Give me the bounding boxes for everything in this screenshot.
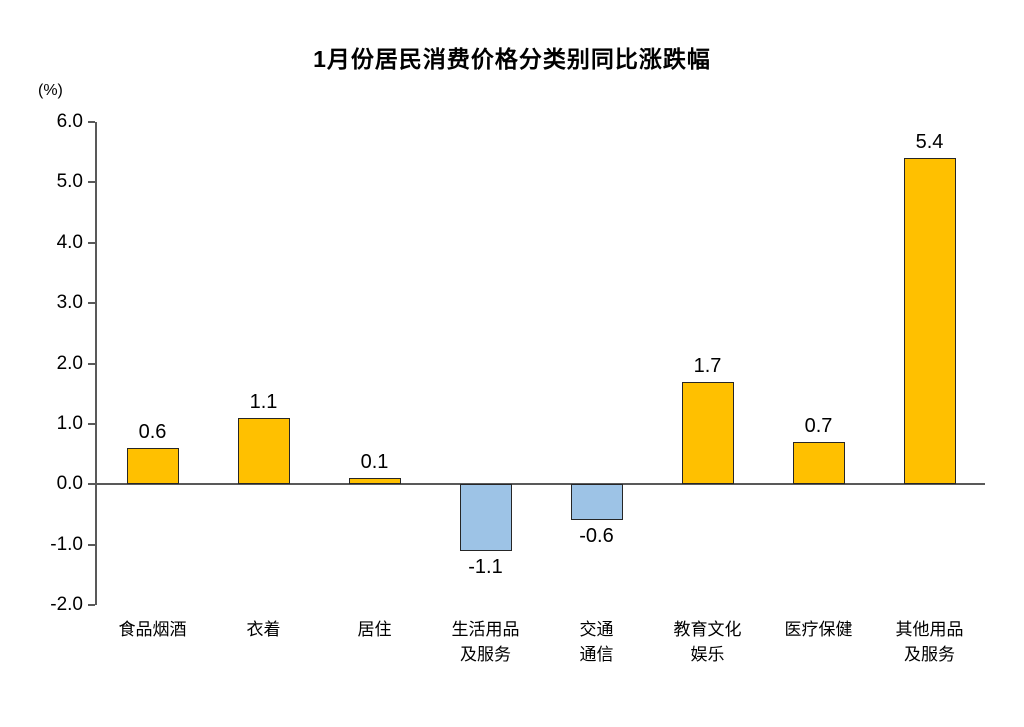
- x-category-label: 教育文化 娱乐: [673, 620, 742, 664]
- x-category-label: 医疗保健: [784, 620, 853, 639]
- y-axis-line: [95, 122, 97, 605]
- bar-value-label: -0.6: [579, 525, 614, 548]
- y-tick-label: 2.0: [56, 352, 83, 374]
- y-tick-label: -2.0: [50, 594, 83, 615]
- bar-value-label: 5.4: [915, 131, 944, 154]
- bar: [237, 417, 290, 485]
- x-category-label: 居住: [357, 620, 392, 639]
- y-tick-mark: [88, 604, 95, 606]
- y-tick-label: 1.0: [56, 412, 83, 434]
- bar-value-label: 0.7: [804, 414, 833, 437]
- y-tick-label: 3.0: [56, 292, 83, 314]
- x-category-label: 其他用品 及服务: [895, 620, 964, 664]
- bar: [570, 484, 623, 521]
- y-axis-unit-label: (%): [38, 82, 63, 99]
- bar: [903, 158, 956, 485]
- bar-value-label: 1.1: [249, 390, 278, 413]
- bar: [459, 484, 512, 551]
- bar: [126, 448, 179, 485]
- y-tick-label: -1.0: [50, 533, 83, 555]
- y-tick-mark: [88, 121, 95, 123]
- y-tick-label: 0.0: [56, 473, 83, 495]
- bar: [681, 381, 734, 485]
- y-tick-label: 4.0: [56, 231, 83, 253]
- bar-value-label: 0.6: [138, 421, 167, 444]
- y-tick-label: 5.0: [56, 171, 83, 193]
- y-tick-label: 6.0: [56, 111, 83, 132]
- x-category-label: 生活用品 及服务: [451, 620, 520, 664]
- y-tick-mark: [88, 543, 95, 546]
- x-category-label: 食品烟酒: [118, 620, 187, 639]
- bar-value-label: 1.7: [693, 354, 722, 377]
- y-tick-mark: [88, 181, 95, 184]
- y-tick-mark: [88, 362, 95, 365]
- y-tick-mark: [88, 241, 95, 244]
- x-category-label: 交通 通信: [579, 620, 614, 664]
- bar: [792, 441, 845, 485]
- y-tick-mark: [88, 302, 95, 305]
- y-tick-mark: [88, 483, 95, 486]
- zero-axis-line: [97, 483, 985, 486]
- bar: [348, 478, 401, 485]
- bar-value-label: -1.1: [468, 555, 503, 578]
- chart-title: 1月份居民消费价格分类别同比涨跌幅: [313, 46, 711, 72]
- x-category-label: 衣着: [246, 620, 281, 639]
- bar-value-label: 0.1: [360, 451, 389, 474]
- y-tick-mark: [88, 422, 95, 425]
